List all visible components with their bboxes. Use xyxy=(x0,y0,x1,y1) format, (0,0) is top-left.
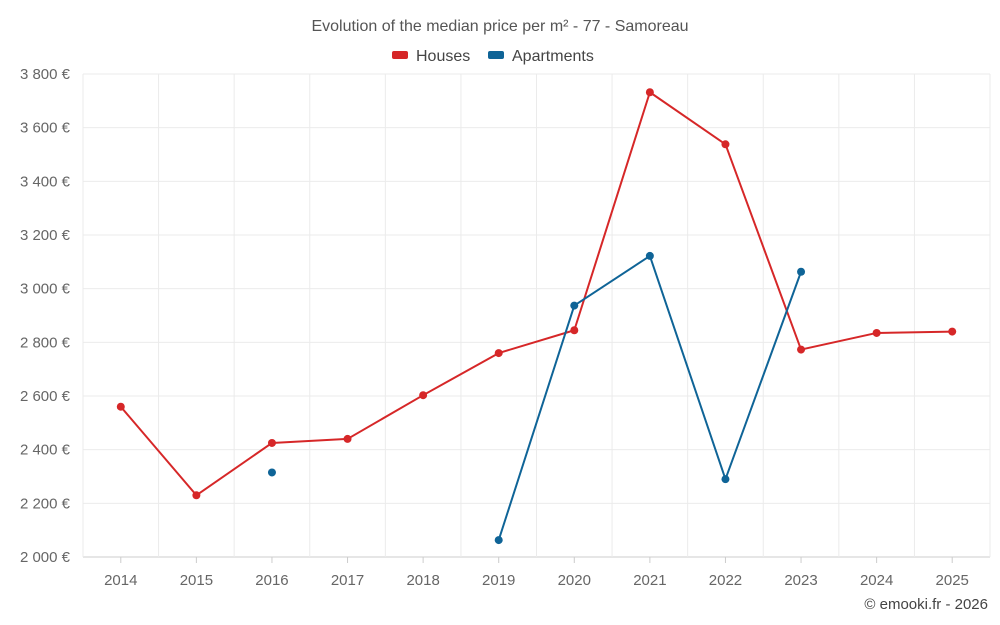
series-line-houses xyxy=(120,91,953,497)
x-tick-label: 2021 xyxy=(633,572,666,589)
y-tick-label: 3 000 € xyxy=(20,281,71,298)
series-line-apartments xyxy=(497,254,802,541)
credit-text: © emooki.fr - 2026 xyxy=(864,596,988,613)
y-tick-label: 3 800 € xyxy=(20,66,71,83)
legend-label-apartments: Apartments xyxy=(512,48,594,65)
data-point-apartments-2022[interactable] xyxy=(721,475,730,484)
data-point-houses-2017[interactable] xyxy=(343,434,352,443)
y-tick-label: 3 200 € xyxy=(20,227,71,244)
y-tick-label: 2 600 € xyxy=(20,388,71,405)
x-tick-label: 2025 xyxy=(936,572,969,589)
chart-title: Evolution of the median price per m² - 7… xyxy=(311,18,688,35)
x-tick-label: 2018 xyxy=(406,572,439,589)
legend-swatch-houses xyxy=(392,51,408,59)
data-point-houses-2020[interactable] xyxy=(570,326,579,335)
series xyxy=(116,88,957,545)
data-point-apartments-2021[interactable] xyxy=(645,251,654,260)
x-tick-label: 2019 xyxy=(482,572,515,589)
x-tick-label: 2020 xyxy=(558,572,591,589)
series-apartments xyxy=(267,251,806,545)
legend: Houses Apartments xyxy=(392,48,594,65)
x-tick-label: 2024 xyxy=(860,572,893,589)
x-tick-label: 2022 xyxy=(709,572,742,589)
x-tick-label: 2016 xyxy=(255,572,288,589)
data-point-apartments-2023[interactable] xyxy=(797,267,806,276)
y-tick-label: 3 400 € xyxy=(20,173,71,190)
data-point-houses-2016[interactable] xyxy=(267,438,276,447)
data-point-houses-2023[interactable] xyxy=(797,345,806,354)
data-point-apartments-2016[interactable] xyxy=(267,468,276,477)
data-point-houses-2021[interactable] xyxy=(645,88,654,97)
legend-swatch-apartments xyxy=(488,51,504,59)
grid xyxy=(82,73,991,558)
data-point-houses-2019[interactable] xyxy=(494,349,503,358)
data-point-apartments-2020[interactable] xyxy=(570,301,579,310)
series-houses xyxy=(116,88,957,500)
data-point-houses-2014[interactable] xyxy=(116,402,125,411)
x-tick-label: 2015 xyxy=(180,572,213,589)
y-tick-label: 2 200 € xyxy=(20,495,71,512)
data-point-houses-2018[interactable] xyxy=(419,391,428,400)
data-point-houses-2022[interactable] xyxy=(721,140,730,149)
y-tick-label: 3 600 € xyxy=(20,120,71,137)
data-point-houses-2024[interactable] xyxy=(872,328,881,337)
legend-label-houses: Houses xyxy=(416,48,470,65)
axes: 2 000 € 2 200 € 2 400 € 2 600 € 2 800 € 3 000… xyxy=(20,66,969,589)
x-tick-label: 2014 xyxy=(104,572,137,589)
y-tick-label: 2 400 € xyxy=(20,442,71,459)
data-point-houses-2015[interactable] xyxy=(192,491,201,500)
y-tick-label: 2 800 € xyxy=(20,334,71,351)
data-point-houses-2025[interactable] xyxy=(948,327,957,336)
legend-item-houses[interactable]: Houses xyxy=(392,48,470,65)
legend-item-apartments[interactable]: Apartments xyxy=(488,48,594,65)
x-tick-label: 2017 xyxy=(331,572,364,589)
y-tick-label: 2 000 € xyxy=(20,549,71,566)
x-tick-label: 2023 xyxy=(784,572,817,589)
data-point-apartments-2019[interactable] xyxy=(494,536,503,545)
